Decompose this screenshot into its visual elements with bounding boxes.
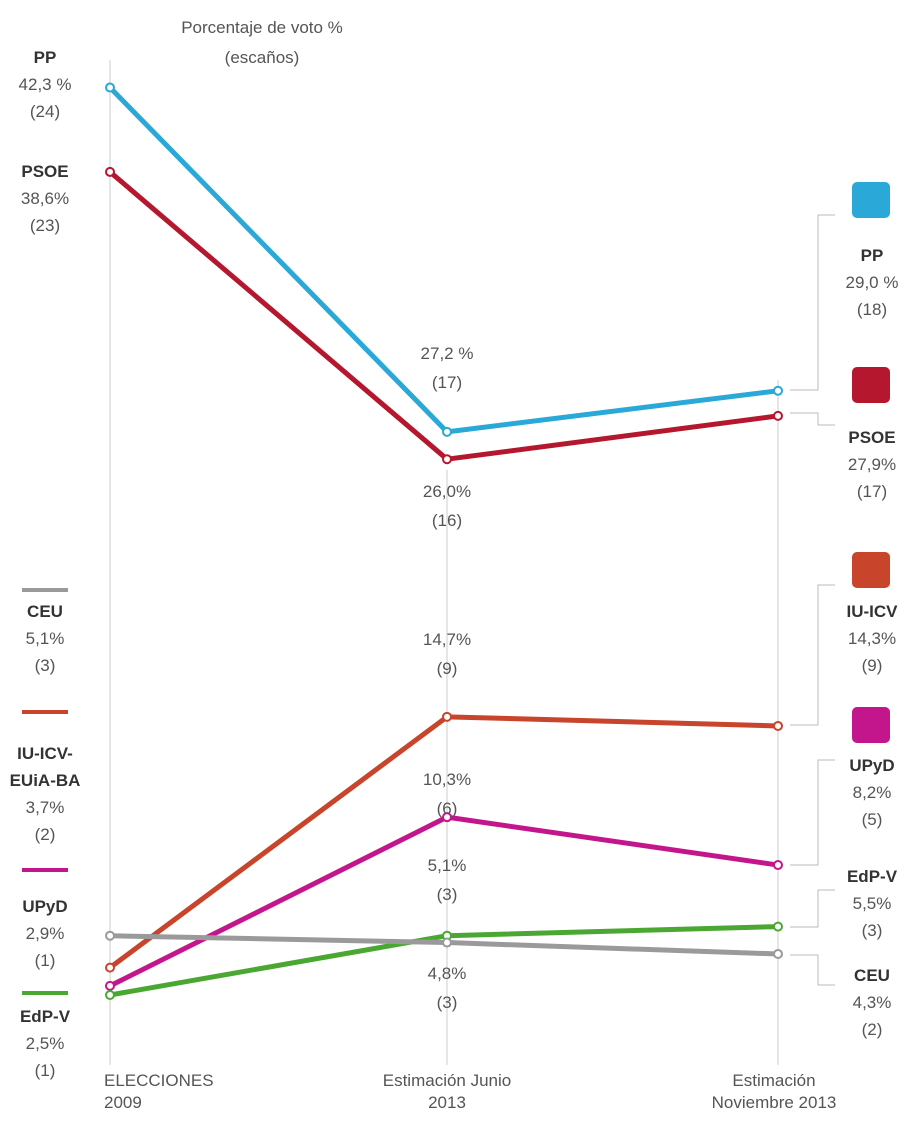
seat-label: (16) — [431, 511, 463, 530]
x-tick-label: Estimación Noviembre 2013 — [711, 1071, 837, 1112]
value-label: 42,3 % — [18, 75, 72, 94]
left-name: PSOE — [21, 162, 69, 181]
point — [773, 410, 783, 421]
x-tick-label: Estimación Junio 2013 — [382, 1071, 512, 1112]
right-name: PP — [860, 246, 884, 265]
value-label: 3,7% — [25, 798, 65, 817]
party-logo — [852, 552, 890, 588]
point — [442, 812, 452, 823]
seat-label: (3) — [436, 993, 458, 1012]
point — [442, 426, 452, 437]
seat-label: (2) — [34, 825, 56, 844]
connector — [790, 412, 835, 426]
value-label: 5,1% — [25, 629, 65, 648]
party-logo — [852, 707, 890, 743]
point — [773, 948, 783, 959]
point — [442, 711, 452, 722]
point — [105, 962, 115, 973]
x-tick-label: ELECCIONES 2009 — [104, 1071, 214, 1112]
point — [773, 921, 783, 932]
connector — [790, 584, 835, 726]
party-logo — [852, 367, 890, 403]
series-line — [108, 170, 779, 462]
left-name: UPyD — [22, 897, 68, 916]
point — [105, 930, 115, 941]
value-label: 14,3% — [847, 629, 897, 648]
left-name: IU-ICV-EUiA-BA — [9, 744, 81, 790]
value-label: 4,3% — [852, 993, 892, 1012]
point — [442, 454, 452, 465]
seat-label: (9) — [436, 659, 458, 678]
seat-label: (5) — [861, 810, 883, 829]
chart-subtitle: (escaños) — [224, 48, 300, 67]
connector — [790, 214, 835, 391]
seat-label: (1) — [34, 951, 56, 970]
point — [773, 385, 783, 396]
value-label: 5,1% — [427, 856, 467, 875]
party-logo — [852, 182, 890, 218]
seat-label: (23) — [29, 216, 61, 235]
left-name: CEU — [27, 602, 63, 621]
seat-label: (17) — [431, 373, 463, 392]
point — [105, 166, 115, 177]
right-name: CEU — [854, 966, 890, 985]
point — [105, 990, 115, 1000]
right-name: IU-ICV — [846, 602, 898, 621]
value-label: 5,5% — [852, 894, 892, 913]
seat-label: (3) — [436, 885, 458, 904]
point — [442, 937, 452, 948]
left-name: PP — [33, 48, 57, 67]
value-label: 4,8% — [427, 964, 467, 983]
seat-label: (17) — [856, 482, 888, 501]
point — [105, 82, 115, 93]
value-label: 29,0 % — [845, 273, 899, 292]
connector — [790, 889, 835, 928]
right-name: PSOE — [848, 428, 896, 447]
connector — [790, 954, 835, 986]
point — [773, 860, 783, 871]
point — [105, 980, 115, 991]
value-label: 26,0% — [422, 482, 472, 501]
seat-label: (1) — [34, 1061, 56, 1080]
seat-label: (2) — [861, 1020, 883, 1039]
seat-label: (18) — [856, 300, 888, 319]
value-label: 27,9% — [847, 455, 897, 474]
value-label: 27,2 % — [420, 344, 474, 363]
right-name: EdP-V — [846, 867, 898, 886]
value-label: 2,5% — [25, 1034, 65, 1053]
value-label: 38,6% — [20, 189, 70, 208]
seat-label: (9) — [861, 656, 883, 675]
chart-title: Porcentaje de voto % — [181, 18, 343, 37]
connector — [790, 759, 835, 866]
value-label: 14,7% — [422, 630, 472, 649]
value-label: 8,2% — [852, 783, 892, 802]
point — [773, 720, 783, 731]
seat-label: (6) — [436, 799, 458, 818]
seat-label: (3) — [861, 921, 883, 940]
value-label: 10,3% — [422, 770, 472, 789]
value-label: 2,9% — [25, 924, 65, 943]
left-name: EdP-V — [19, 1007, 71, 1026]
seat-label: (3) — [34, 656, 56, 675]
seat-label: (24) — [29, 102, 61, 121]
right-name: UPyD — [849, 756, 895, 775]
